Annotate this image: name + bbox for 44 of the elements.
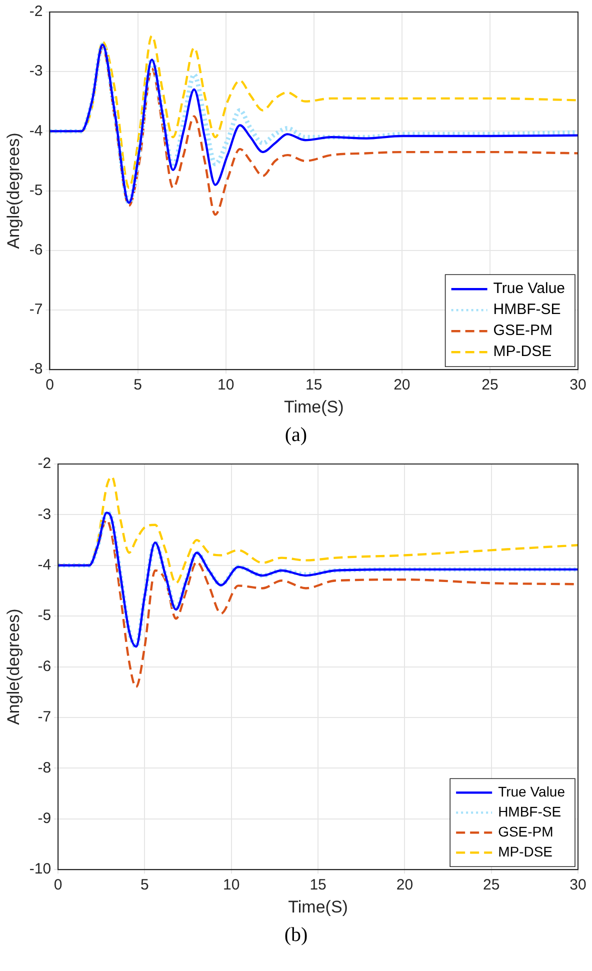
y-tick-label: -2 [29, 3, 43, 20]
y-tick-label: -4 [29, 122, 43, 140]
legend-label: GSE-PM [498, 823, 554, 840]
y-tick-label: -7 [29, 301, 43, 318]
x-tick-label: 15 [310, 876, 326, 894]
legend-label: GSE-PM [493, 322, 552, 340]
legend-label: True Value [493, 280, 566, 298]
legend-label: MP-DSE [493, 343, 552, 360]
x-tick-label: 20 [396, 876, 414, 894]
y-tick-label: -8 [38, 759, 52, 776]
y-tick-label: -5 [29, 182, 43, 199]
y-tick-label: -2 [38, 455, 52, 472]
legend-label: HMBF-SE [498, 803, 562, 820]
x-tick-label: 30 [570, 376, 586, 394]
y-tick-label: -3 [29, 62, 43, 80]
x-tick-label: 25 [483, 876, 500, 894]
text: (b) [283, 923, 309, 948]
y-tick-label: -6 [38, 658, 52, 675]
x-tick-label: 0 [54, 876, 62, 894]
x-axis-title: Time(S) [288, 897, 348, 916]
x-tick-label: 5 [134, 376, 142, 394]
y-tick-label: -10 [29, 860, 52, 878]
x-tick-label: 10 [223, 876, 240, 894]
x-tick-label: 30 [570, 876, 586, 894]
x-tick-label: 15 [306, 376, 322, 394]
legend-label: MP-DSE [498, 843, 553, 860]
text: (a) [284, 423, 308, 448]
legend-label: HMBF-SE [493, 301, 561, 318]
y-tick-label: -4 [38, 556, 52, 574]
y-tick-label: -7 [38, 708, 52, 726]
x-tick-label: 5 [140, 876, 149, 894]
y-axis-title: Angle(degrees) [4, 608, 23, 725]
y-tick-label: -5 [38, 607, 52, 624]
x-tick-label: 25 [482, 376, 498, 394]
x-tick-label: 0 [46, 376, 54, 394]
x-tick-label: 10 [217, 376, 234, 394]
y-tick-label: -8 [29, 360, 43, 378]
y-tick-label: -3 [38, 506, 52, 523]
x-axis-title: Time(S) [284, 397, 344, 416]
legend-label: True Value [498, 783, 566, 800]
y-tick-label: -9 [38, 810, 52, 828]
x-tick-label: 20 [394, 376, 410, 394]
y-tick-label: -6 [29, 242, 43, 259]
y-axis-title: Angle(degrees) [4, 132, 23, 249]
